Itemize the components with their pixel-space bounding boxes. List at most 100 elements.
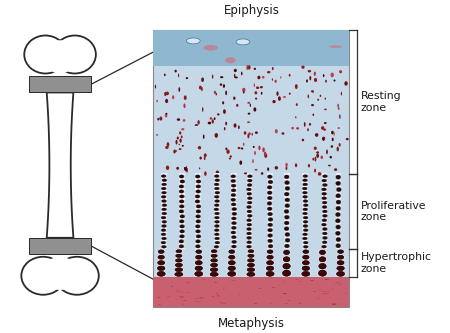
Bar: [29, 238, 91, 254]
Ellipse shape: [337, 249, 345, 254]
Bar: [161, 207, 167, 208]
Ellipse shape: [272, 67, 274, 70]
Bar: [267, 184, 273, 185]
Ellipse shape: [283, 249, 291, 255]
Ellipse shape: [267, 250, 273, 253]
Bar: [322, 191, 327, 192]
Ellipse shape: [186, 77, 188, 79]
Ellipse shape: [337, 266, 344, 271]
Ellipse shape: [201, 87, 202, 91]
Ellipse shape: [314, 168, 316, 172]
Ellipse shape: [181, 136, 183, 138]
Bar: [247, 248, 252, 249]
Ellipse shape: [162, 245, 166, 248]
Bar: [214, 219, 220, 220]
Ellipse shape: [247, 263, 255, 267]
Ellipse shape: [195, 266, 202, 271]
Ellipse shape: [324, 279, 329, 280]
Ellipse shape: [336, 200, 341, 204]
Ellipse shape: [242, 88, 245, 92]
Bar: [247, 244, 252, 245]
Bar: [247, 226, 252, 227]
Ellipse shape: [284, 250, 290, 255]
Ellipse shape: [303, 216, 308, 219]
Ellipse shape: [267, 202, 272, 205]
Bar: [231, 215, 237, 217]
Ellipse shape: [175, 272, 183, 276]
Ellipse shape: [302, 271, 310, 276]
Ellipse shape: [336, 212, 340, 216]
Bar: [336, 180, 341, 181]
Ellipse shape: [195, 175, 200, 178]
Bar: [214, 227, 220, 229]
Ellipse shape: [194, 265, 204, 271]
Polygon shape: [47, 93, 73, 238]
Bar: [179, 198, 184, 199]
Bar: [231, 234, 237, 235]
Ellipse shape: [215, 237, 220, 240]
Ellipse shape: [281, 132, 284, 135]
Bar: [302, 186, 308, 187]
Bar: [161, 232, 167, 233]
Ellipse shape: [231, 280, 235, 281]
Bar: [195, 233, 201, 234]
Ellipse shape: [322, 205, 327, 208]
Ellipse shape: [266, 271, 274, 276]
Ellipse shape: [214, 183, 219, 186]
Ellipse shape: [180, 215, 184, 218]
Ellipse shape: [329, 45, 342, 48]
Ellipse shape: [244, 172, 248, 174]
Text: Hypertrophic
zone: Hypertrophic zone: [361, 252, 432, 273]
Ellipse shape: [232, 212, 237, 215]
Ellipse shape: [175, 268, 183, 272]
Ellipse shape: [268, 180, 273, 184]
Ellipse shape: [255, 169, 257, 171]
Ellipse shape: [303, 195, 307, 198]
Bar: [179, 238, 184, 239]
Ellipse shape: [232, 226, 236, 229]
Bar: [231, 178, 237, 179]
Ellipse shape: [338, 255, 344, 259]
Ellipse shape: [326, 150, 328, 154]
Bar: [247, 204, 252, 205]
Ellipse shape: [332, 304, 336, 305]
Ellipse shape: [322, 219, 327, 222]
Ellipse shape: [250, 104, 251, 107]
Ellipse shape: [284, 244, 289, 248]
Bar: [214, 211, 220, 212]
Ellipse shape: [312, 158, 314, 161]
Ellipse shape: [211, 259, 217, 262]
Bar: [284, 191, 290, 192]
Ellipse shape: [255, 98, 257, 100]
Bar: [179, 223, 184, 224]
Ellipse shape: [210, 272, 218, 276]
Ellipse shape: [195, 271, 203, 276]
Ellipse shape: [337, 271, 345, 276]
Ellipse shape: [268, 223, 273, 226]
Ellipse shape: [195, 271, 203, 276]
Bar: [161, 244, 167, 245]
Ellipse shape: [303, 200, 308, 202]
Bar: [153, 30, 349, 66]
Ellipse shape: [180, 205, 184, 208]
Ellipse shape: [161, 229, 166, 231]
Ellipse shape: [228, 271, 236, 276]
Bar: [247, 173, 252, 174]
Ellipse shape: [296, 103, 298, 106]
Bar: [322, 226, 327, 227]
Ellipse shape: [235, 77, 238, 79]
Ellipse shape: [318, 270, 327, 276]
Ellipse shape: [162, 187, 166, 190]
Bar: [195, 198, 201, 199]
Ellipse shape: [216, 93, 217, 95]
Ellipse shape: [231, 175, 235, 178]
Ellipse shape: [186, 166, 187, 171]
Ellipse shape: [214, 91, 216, 94]
Ellipse shape: [157, 260, 166, 265]
Ellipse shape: [208, 122, 211, 125]
Ellipse shape: [319, 257, 326, 262]
Ellipse shape: [331, 131, 334, 135]
Ellipse shape: [247, 272, 255, 276]
Bar: [302, 177, 308, 179]
Ellipse shape: [247, 223, 252, 226]
